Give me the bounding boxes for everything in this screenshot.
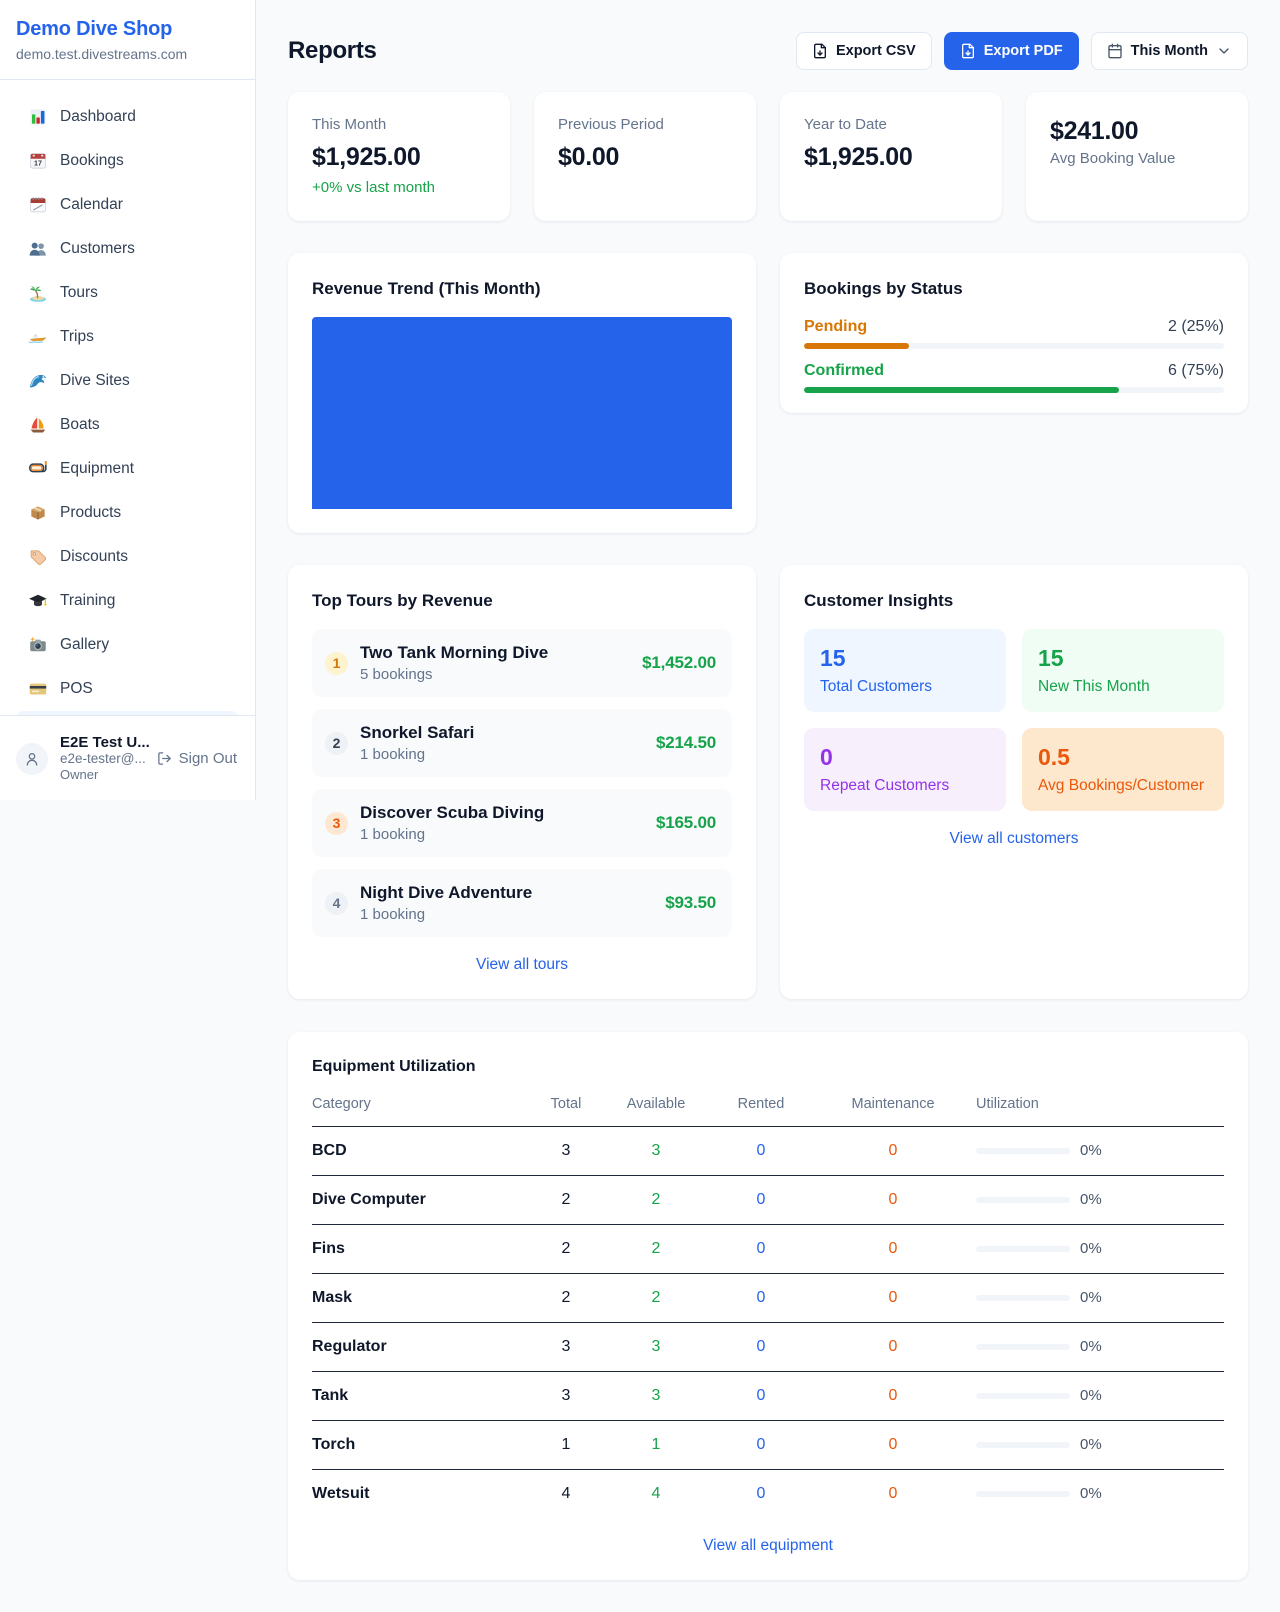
svg-text:17: 17 xyxy=(34,159,42,167)
